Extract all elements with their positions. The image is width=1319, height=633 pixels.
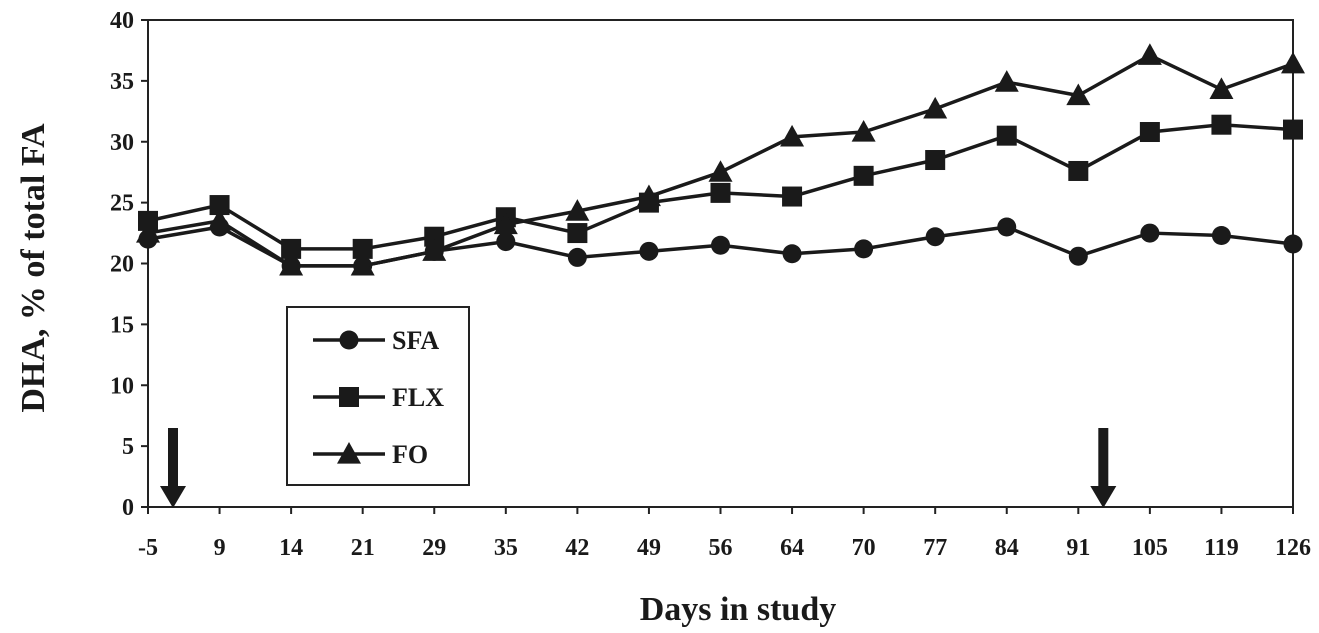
data-point-fo bbox=[780, 124, 805, 147]
x-tick-label: 105 bbox=[1132, 535, 1168, 561]
x-tick-label: 84 bbox=[995, 535, 1019, 561]
series-layer bbox=[136, 43, 1305, 276]
data-point-flx bbox=[281, 238, 302, 259]
data-point-fo bbox=[851, 120, 876, 142]
arrow-annotation bbox=[160, 428, 186, 508]
arrow-head bbox=[160, 486, 186, 508]
y-tick-label: 25 bbox=[110, 191, 134, 217]
legend-label: FLX bbox=[392, 383, 444, 412]
data-point-fo bbox=[279, 253, 304, 276]
data-point-fo bbox=[136, 221, 160, 243]
arrow-annotation bbox=[1090, 428, 1117, 508]
x-tick-label: -5 bbox=[138, 535, 158, 561]
x-tick-label: 91 bbox=[1066, 535, 1090, 561]
data-point-fo bbox=[708, 160, 733, 182]
y-tick-label: 5 bbox=[122, 434, 134, 460]
data-point-flx bbox=[352, 238, 373, 259]
data-point-sfa bbox=[997, 217, 1017, 237]
x-tick-label: 77 bbox=[923, 535, 947, 561]
data-point-flx bbox=[424, 226, 445, 247]
x-tick-label: 56 bbox=[709, 535, 733, 561]
data-point-fo bbox=[565, 199, 590, 221]
y-tick-label: 10 bbox=[110, 373, 134, 399]
y-axis-title: DHA, % of total FA bbox=[15, 123, 52, 413]
data-point-sfa bbox=[1068, 246, 1088, 266]
data-point-fo bbox=[422, 239, 447, 261]
data-point-flx bbox=[1211, 114, 1232, 135]
data-point-sfa bbox=[639, 241, 659, 261]
x-tick-label: 29 bbox=[422, 535, 446, 561]
x-tick-label: 14 bbox=[279, 535, 303, 561]
y-tick-label: 20 bbox=[110, 252, 134, 278]
x-tick-label: 49 bbox=[637, 535, 661, 561]
y-tick-label: 30 bbox=[110, 130, 134, 156]
data-point-flx bbox=[138, 210, 158, 231]
x-tick-label: 70 bbox=[852, 535, 876, 561]
y-tick-label: 35 bbox=[110, 69, 134, 95]
data-point-sfa bbox=[1211, 225, 1231, 245]
legend-label: FO bbox=[392, 440, 428, 469]
data-point-sfa bbox=[854, 239, 874, 259]
data-point-fo bbox=[493, 212, 518, 235]
data-point-fo bbox=[1209, 77, 1234, 99]
y-tick-label: 0 bbox=[122, 495, 134, 521]
data-point-sfa bbox=[1140, 223, 1160, 243]
data-point-flx bbox=[567, 223, 588, 244]
data-point-sfa bbox=[496, 232, 516, 252]
data-point-flx bbox=[1068, 160, 1089, 181]
data-point-flx bbox=[710, 182, 731, 203]
annotation-layer bbox=[160, 428, 1117, 508]
data-point-fo bbox=[1066, 83, 1091, 106]
data-point-flx bbox=[925, 150, 946, 171]
x-tick-label: 42 bbox=[565, 535, 589, 561]
data-point-fo bbox=[350, 253, 375, 276]
legend-marker-fo bbox=[337, 442, 361, 464]
y-axis: 0 5 10 15 20 25 30 35 40 bbox=[110, 8, 148, 521]
x-axis-title: Days in study bbox=[640, 591, 837, 628]
data-point-flx bbox=[1283, 119, 1303, 140]
legend-item-flx: FLX bbox=[313, 383, 444, 412]
data-point-fo bbox=[636, 184, 661, 207]
data-point-fo bbox=[994, 70, 1019, 92]
x-tick-label: 126 bbox=[1275, 535, 1311, 561]
data-point-fo bbox=[1137, 43, 1162, 65]
arrow-head bbox=[1090, 486, 1117, 508]
x-tick-label: 64 bbox=[780, 535, 804, 561]
y-tick-label: 40 bbox=[110, 8, 134, 34]
legend-marker-flx bbox=[339, 387, 359, 407]
x-tick-label: 21 bbox=[351, 535, 375, 561]
data-point-fo bbox=[1281, 51, 1305, 74]
arrow-shaft bbox=[1098, 428, 1109, 488]
data-point-flx bbox=[782, 186, 803, 207]
data-point-sfa bbox=[1283, 234, 1303, 254]
legend-label: SFA bbox=[392, 326, 439, 355]
x-tick-label: 119 bbox=[1204, 535, 1239, 561]
legend-marker-sfa bbox=[339, 330, 359, 350]
data-point-sfa bbox=[782, 244, 802, 264]
data-point-sfa bbox=[711, 235, 730, 255]
data-point-flx bbox=[209, 195, 230, 216]
data-point-fo bbox=[207, 208, 232, 231]
arrow-shaft bbox=[168, 428, 178, 488]
series-fo bbox=[136, 43, 1305, 276]
x-axis: -5 9 14 21 29 35 42 49 56 64 70 77 84 91 105 119 126 bbox=[138, 507, 1311, 561]
legend: SFA FLX FO bbox=[286, 306, 470, 486]
data-point-sfa bbox=[925, 227, 945, 247]
legend-item-fo: FO bbox=[313, 440, 428, 469]
data-point-flx bbox=[996, 125, 1017, 146]
x-tick-label: 9 bbox=[214, 535, 226, 561]
data-point-sfa bbox=[567, 247, 587, 267]
data-point-flx bbox=[853, 165, 874, 186]
legend-item-sfa: SFA bbox=[313, 326, 439, 355]
x-tick-label: 35 bbox=[494, 535, 518, 561]
data-point-fo bbox=[923, 96, 948, 119]
data-point-flx bbox=[1139, 122, 1160, 143]
y-tick-label: 15 bbox=[110, 312, 134, 338]
